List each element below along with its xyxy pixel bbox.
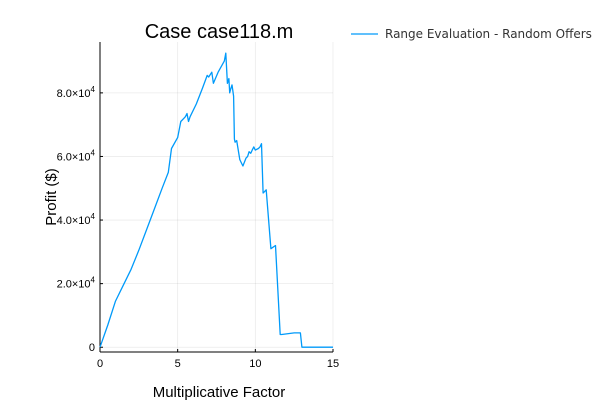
y-ticks: 0 2.0×104 4.0×104 6.0×104 8.0×104 [57,85,103,354]
x-tick-label: 15 [327,358,339,370]
chart-title: Case case118.m [145,21,294,43]
series-line [99,52,333,348]
y-tick-label: 4.0×104 [57,212,96,227]
legend-label: Range Evaluation - Random Offers [385,27,592,41]
y-axis-title: Profit ($) [43,168,60,226]
grid-lines [99,42,334,352]
y-tick-label: 6.0×104 [57,148,96,163]
y-tick-label: 0 [89,342,95,354]
y-tick-label: 2.0×104 [57,276,96,291]
axes [99,42,333,353]
series-layer [99,52,333,348]
x-tick-label: 5 [175,358,181,370]
x-axis-title: Multiplicative Factor [153,384,286,400]
x-tick-label: 10 [249,358,261,370]
x-ticks: 0 5 10 15 [97,349,339,370]
x-tick-label: 0 [97,358,103,370]
legend: Range Evaluation - Random Offers [351,27,592,41]
y-tick-label: 8.0×104 [57,85,96,100]
